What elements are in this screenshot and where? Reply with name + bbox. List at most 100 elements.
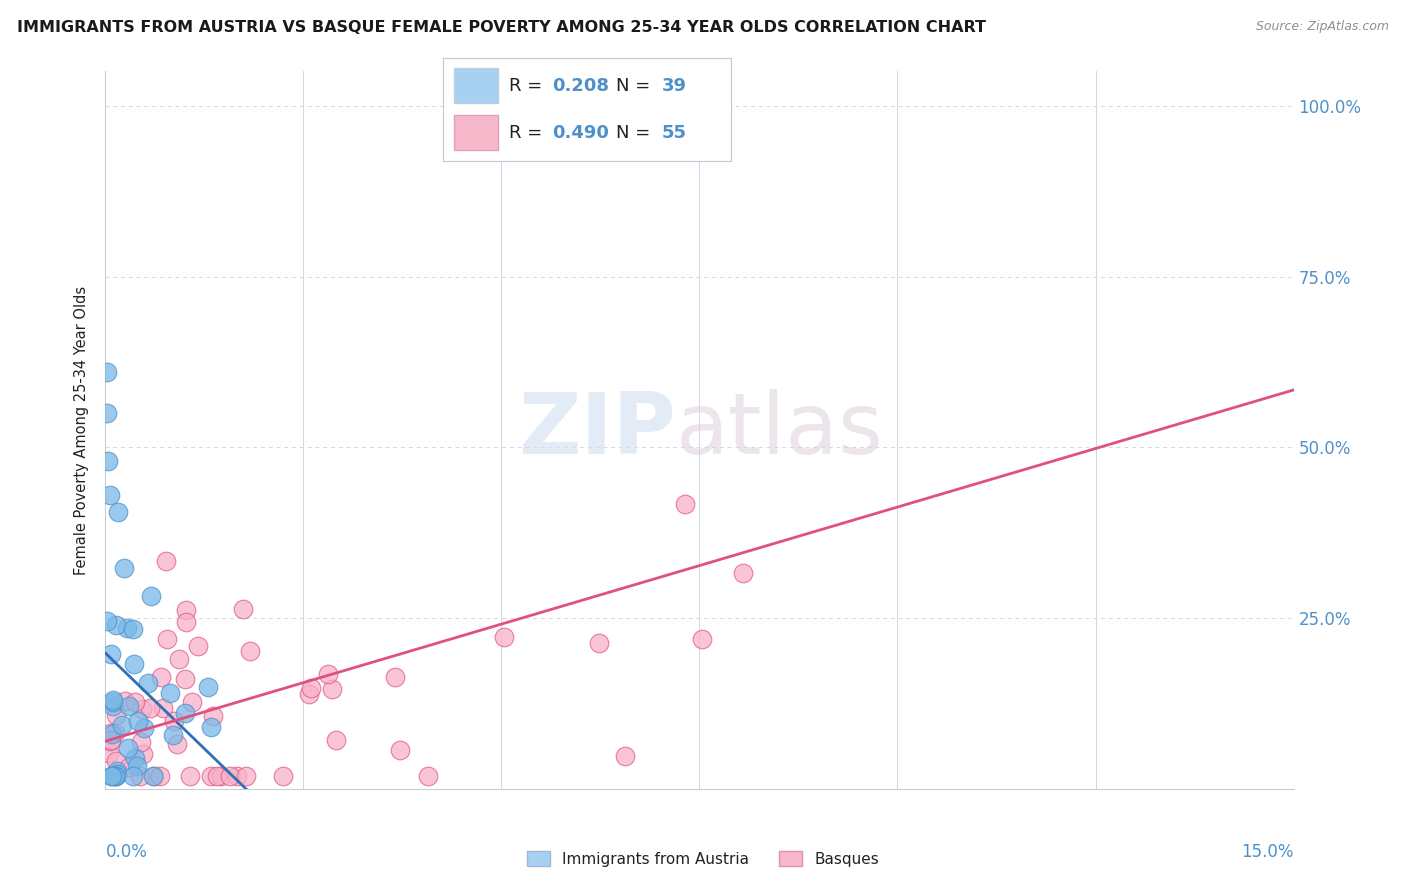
- Point: [124, 695, 146, 709]
- Point: [235, 769, 257, 783]
- Point: [101, 694, 124, 708]
- Point: [100, 769, 122, 783]
- Point: [492, 630, 515, 644]
- Point: [104, 726, 127, 740]
- Point: [104, 769, 127, 783]
- Text: 55: 55: [662, 124, 688, 142]
- Point: [104, 708, 127, 723]
- Point: [156, 632, 179, 646]
- FancyBboxPatch shape: [454, 115, 498, 150]
- Point: [97, 454, 120, 468]
- Point: [136, 676, 159, 690]
- Point: [132, 721, 155, 735]
- Point: [124, 751, 146, 765]
- Point: [105, 617, 128, 632]
- Text: 39: 39: [662, 77, 688, 95]
- Point: [124, 657, 146, 672]
- Text: N =: N =: [616, 124, 655, 142]
- Point: [614, 749, 637, 764]
- Point: [96, 614, 118, 628]
- Text: R =: R =: [509, 77, 548, 95]
- Point: [690, 632, 713, 647]
- Point: [197, 680, 219, 694]
- Point: [107, 505, 129, 519]
- Point: [232, 602, 254, 616]
- Text: R =: R =: [509, 124, 548, 142]
- Point: [166, 737, 188, 751]
- Text: atlas: atlas: [676, 389, 884, 472]
- Point: [181, 695, 204, 709]
- Point: [103, 698, 125, 713]
- Point: [325, 733, 347, 747]
- Point: [202, 709, 225, 723]
- Legend: Immigrants from Austria, Basques: Immigrants from Austria, Basques: [520, 845, 886, 872]
- Point: [131, 702, 153, 716]
- Point: [100, 733, 122, 747]
- Point: [239, 643, 262, 657]
- Point: [167, 652, 190, 666]
- Point: [418, 769, 440, 783]
- FancyBboxPatch shape: [454, 69, 498, 103]
- Point: [100, 488, 122, 502]
- Point: [200, 769, 222, 783]
- Point: [155, 554, 177, 568]
- Point: [105, 764, 128, 779]
- Point: [162, 728, 184, 742]
- Point: [200, 719, 222, 733]
- Point: [98, 733, 121, 747]
- Point: [132, 747, 155, 761]
- Point: [105, 767, 128, 781]
- Text: 0.208: 0.208: [553, 77, 609, 95]
- Point: [174, 603, 197, 617]
- Point: [298, 688, 321, 702]
- Point: [98, 726, 121, 740]
- Point: [173, 672, 195, 686]
- Point: [316, 667, 339, 681]
- Point: [163, 714, 186, 729]
- Point: [299, 681, 322, 695]
- Text: 15.0%: 15.0%: [1241, 843, 1294, 862]
- Point: [152, 701, 174, 715]
- Point: [127, 714, 149, 728]
- Point: [101, 692, 124, 706]
- Point: [321, 681, 343, 696]
- Point: [174, 615, 197, 629]
- FancyBboxPatch shape: [443, 58, 731, 161]
- Point: [104, 769, 127, 783]
- Point: [129, 769, 152, 783]
- Point: [205, 769, 228, 783]
- Point: [96, 406, 118, 420]
- Point: [112, 560, 135, 574]
- Point: [219, 769, 242, 783]
- Point: [100, 647, 122, 661]
- Point: [139, 701, 162, 715]
- Point: [174, 706, 197, 720]
- Point: [673, 497, 696, 511]
- Point: [115, 620, 138, 634]
- Point: [118, 760, 141, 774]
- Point: [141, 589, 163, 603]
- Text: IMMIGRANTS FROM AUSTRIA VS BASQUE FEMALE POVERTY AMONG 25-34 YEAR OLDS CORRELATI: IMMIGRANTS FROM AUSTRIA VS BASQUE FEMALE…: [17, 20, 986, 35]
- Text: 0.0%: 0.0%: [105, 843, 148, 862]
- Point: [179, 769, 201, 783]
- Point: [104, 769, 127, 783]
- Text: N =: N =: [616, 77, 655, 95]
- Point: [226, 769, 249, 783]
- Point: [129, 734, 152, 748]
- Point: [142, 769, 165, 783]
- Point: [104, 754, 127, 768]
- Point: [121, 622, 143, 636]
- Point: [149, 669, 172, 683]
- Point: [602, 98, 624, 112]
- Point: [149, 769, 172, 783]
- Point: [159, 686, 181, 700]
- Text: ZIP: ZIP: [517, 389, 676, 472]
- Point: [114, 694, 136, 708]
- Point: [271, 769, 294, 783]
- Text: Source: ZipAtlas.com: Source: ZipAtlas.com: [1256, 20, 1389, 33]
- Point: [384, 670, 406, 684]
- Point: [209, 769, 232, 783]
- Point: [98, 746, 121, 760]
- Point: [111, 718, 134, 732]
- Point: [187, 639, 209, 653]
